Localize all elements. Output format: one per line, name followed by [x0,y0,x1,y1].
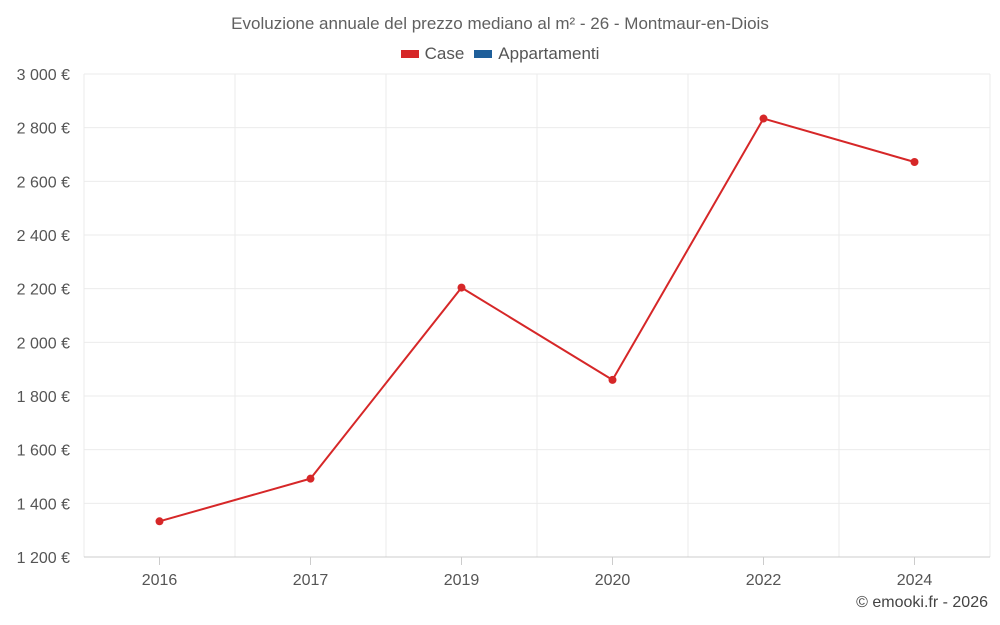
x-tick-label: 2019 [444,572,480,589]
legend-swatch-case [400,50,419,58]
y-tick-label: 2 000 € [17,335,70,352]
y-tick-label: 1 600 € [17,443,70,460]
y-tick-label: 2 400 € [17,228,70,245]
chart-title: Evoluzione annuale del prezzo mediano al… [231,14,769,33]
legend: Case Appartamenti [0,44,1000,64]
credit-text: © emooki.fr - 2026 [856,594,988,611]
y-tick-label: 1 200 € [17,550,70,567]
legend-swatch-appartamenti [474,50,493,58]
data-point-case-2022 [759,114,768,123]
x-tick-label: 2024 [897,572,933,589]
data-point-case-2019 [457,283,466,292]
y-tick-label: 2 200 € [17,282,70,299]
x-tick-label: 2022 [746,572,782,589]
data-point-case-2024 [910,158,919,167]
y-tick-label: 2 600 € [17,174,70,191]
legend-item-case[interactable]: Case [400,44,465,64]
series-line-case [159,117,915,523]
x-tick-label: 2017 [293,572,329,589]
data-point-case-2020 [608,375,617,384]
data-point-case-2016 [155,517,164,526]
y-tick-label: 3 000 € [17,67,70,84]
x-tick-label: 2020 [595,572,631,589]
y-tick-label: 1 800 € [17,389,70,406]
y-tick-label: 2 800 € [17,121,70,138]
legend-item-appartamenti[interactable]: Appartamenti [474,44,599,64]
legend-label-case: Case [424,44,465,63]
data-point-case-2017 [306,474,315,483]
legend-label-appartamenti: Appartamenti [498,44,600,63]
y-tick-label: 1 400 € [17,496,70,513]
x-tick-label: 2016 [142,572,178,589]
